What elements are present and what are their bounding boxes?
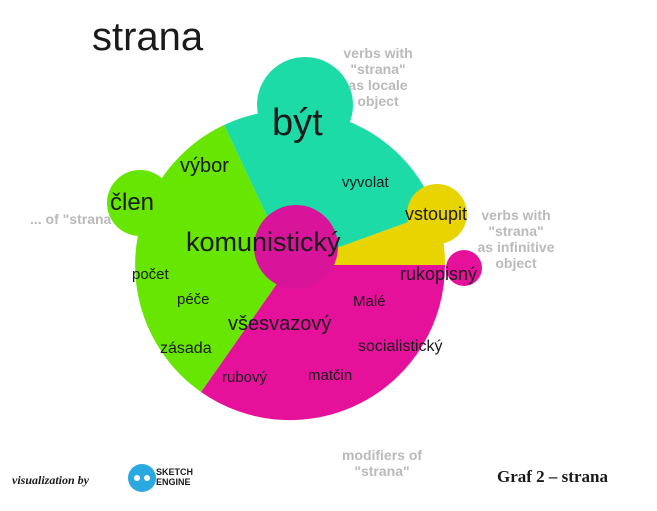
bubble (446, 250, 482, 286)
group-labels: verbs with "strana" as locale object ver… (342, 45, 555, 479)
credit: visualization by (12, 473, 90, 487)
word: komunistický (186, 227, 341, 257)
logo: SKETCH ENGINE (128, 464, 193, 492)
word: počet (132, 266, 170, 283)
bubble (407, 184, 467, 244)
word: rukopisný (400, 264, 477, 284)
caption: Graf 2 – strana (497, 467, 608, 486)
word: výbor (180, 155, 229, 177)
group-label: verbs with (343, 45, 412, 61)
group-label: ... of "strana" (30, 211, 118, 227)
logo-icon (144, 475, 150, 481)
word: Malé (353, 293, 386, 310)
bubble (107, 170, 173, 236)
word: člen (110, 189, 154, 216)
sector (135, 125, 290, 392)
word: zásada (160, 340, 212, 357)
group-label: object (495, 255, 537, 271)
word: všesvazový (228, 313, 331, 335)
group-label: "strana" (350, 61, 405, 77)
group-label: object (357, 93, 399, 109)
logo-text: SKETCH (156, 467, 193, 477)
word: vyvolat (342, 174, 390, 191)
word: vstoupit (405, 204, 467, 224)
title: strana (92, 15, 204, 59)
word: rubový (222, 369, 268, 386)
logo-icon (134, 475, 140, 481)
word: socialistický (358, 338, 442, 355)
bubble (257, 57, 353, 153)
group-label: as infinitive (477, 239, 554, 255)
words: být výbor člen vyvolat vstoupit komunist… (110, 102, 477, 386)
group-label: as locale (348, 77, 407, 93)
logo-icon (128, 464, 156, 492)
word: péče (177, 291, 210, 308)
group-label: "strana" (488, 223, 543, 239)
sector (201, 265, 446, 421)
shapes (107, 57, 482, 421)
group-label: verbs with (481, 207, 550, 223)
word: matčin (308, 367, 352, 384)
group-label: "strana" (354, 463, 409, 479)
center-bubble (254, 205, 338, 289)
logo-text: ENGINE (156, 477, 191, 487)
group-label: modifiers of (342, 447, 422, 463)
word: být (272, 102, 323, 144)
